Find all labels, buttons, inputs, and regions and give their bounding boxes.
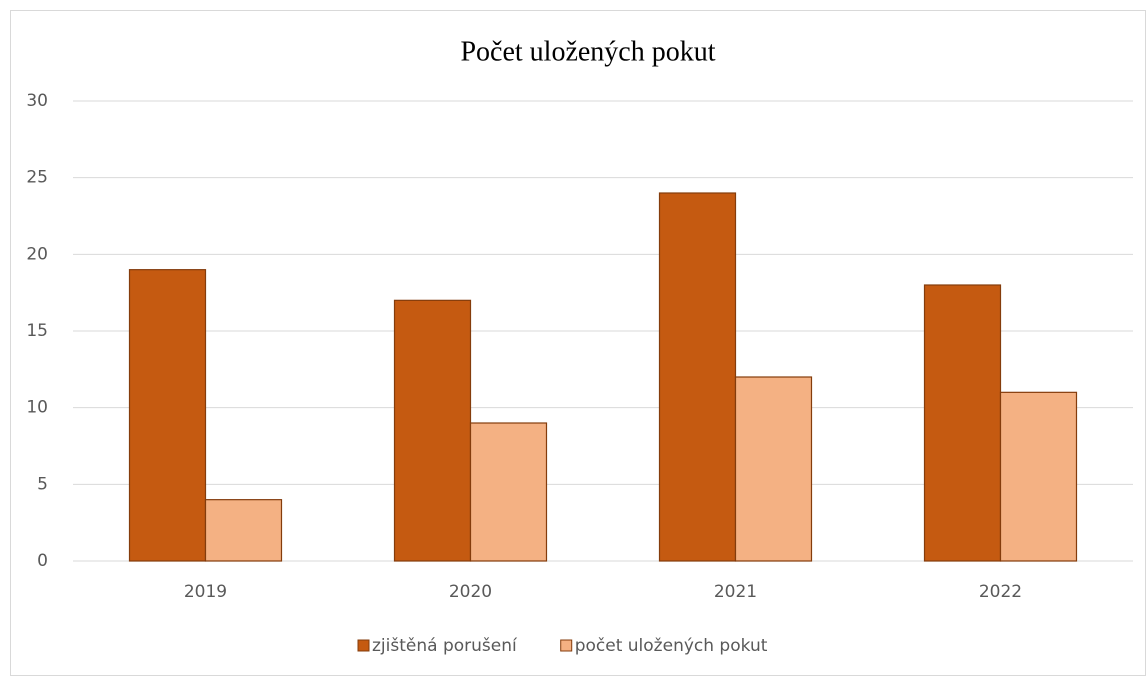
x-tick-label: 2019 — [184, 582, 227, 602]
y-tick-label: 20 — [26, 244, 48, 264]
bar — [204, 499, 283, 562]
x-tick-label: 2022 — [979, 582, 1022, 602]
y-tick-label: 15 — [26, 321, 48, 341]
y-tick-label: 30 — [26, 91, 48, 111]
y-tick-label: 5 — [37, 474, 48, 494]
bar — [393, 299, 472, 562]
bar — [923, 284, 1002, 562]
legend-swatch — [560, 639, 573, 652]
legend-label: počet uložených pokut — [575, 636, 768, 656]
x-tick-label: 2020 — [449, 582, 492, 602]
y-tick-label: 10 — [26, 398, 48, 418]
bar — [658, 192, 737, 562]
chart-title: Počet uložených pokut — [460, 36, 715, 67]
bar — [128, 269, 207, 562]
y-tick-label: 25 — [26, 168, 48, 188]
y-tick-label: 0 — [37, 551, 48, 571]
legend-swatch — [357, 639, 370, 652]
x-tick-label: 2021 — [714, 582, 757, 602]
bar — [469, 422, 548, 562]
legend-label: zjištěná porušení — [372, 636, 518, 656]
bar — [734, 376, 813, 562]
bar — [999, 391, 1078, 562]
